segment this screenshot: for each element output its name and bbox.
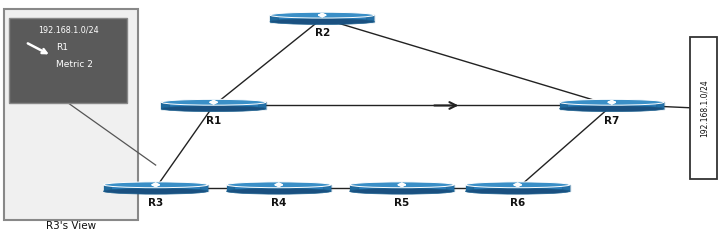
Ellipse shape [227,182,331,188]
Ellipse shape [560,106,664,112]
Ellipse shape [350,182,454,188]
Text: R7: R7 [604,116,620,126]
Text: Metric 2: Metric 2 [56,60,93,69]
FancyBboxPatch shape [350,185,454,191]
Ellipse shape [466,188,570,194]
Text: R4: R4 [271,198,287,208]
Text: R1: R1 [206,116,222,126]
FancyBboxPatch shape [560,102,664,109]
Ellipse shape [560,99,664,105]
FancyBboxPatch shape [227,185,331,191]
Text: 192.168.1.0/24: 192.168.1.0/24 [699,79,708,137]
Ellipse shape [104,188,208,194]
Ellipse shape [161,99,266,105]
Ellipse shape [350,188,454,194]
Ellipse shape [270,19,374,24]
FancyBboxPatch shape [4,9,138,220]
Ellipse shape [270,12,374,18]
FancyBboxPatch shape [9,18,127,103]
Text: 192.168.1.0/24: 192.168.1.0/24 [38,25,98,34]
Ellipse shape [161,106,266,112]
Text: R2: R2 [314,28,330,38]
Ellipse shape [104,182,208,188]
FancyBboxPatch shape [161,102,266,109]
Ellipse shape [466,182,570,188]
FancyBboxPatch shape [104,185,208,191]
FancyBboxPatch shape [690,37,717,179]
Text: R1: R1 [56,43,69,52]
Text: R3's View: R3's View [46,221,96,231]
FancyBboxPatch shape [466,185,570,191]
Text: R6: R6 [510,198,526,208]
Text: R5: R5 [394,198,410,208]
Text: R3: R3 [148,198,164,208]
FancyBboxPatch shape [270,15,374,22]
Ellipse shape [227,188,331,194]
